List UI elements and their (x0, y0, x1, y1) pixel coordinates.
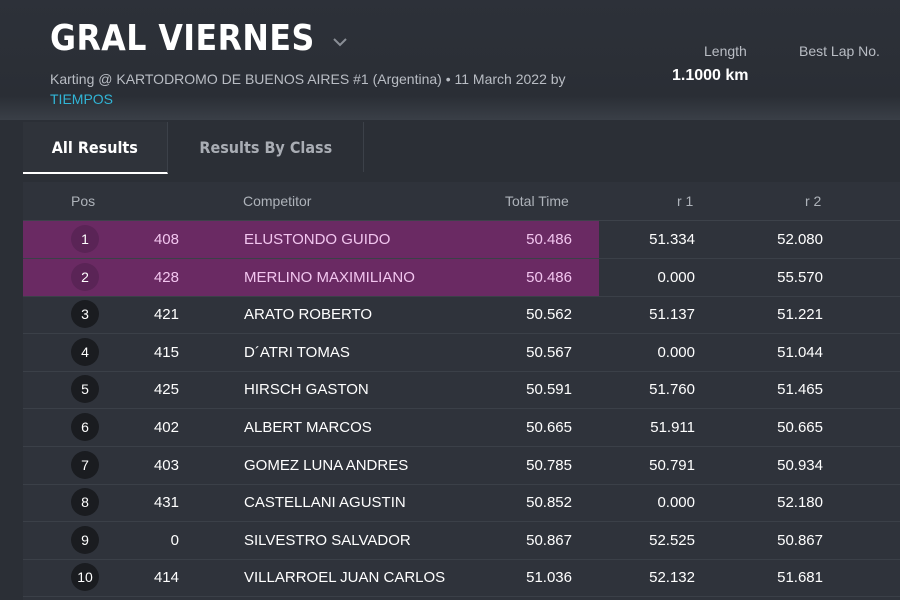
kart-number: 421 (153, 306, 179, 324)
title-row[interactable]: GRAL VIERNES (50, 18, 349, 59)
table-row[interactable]: 5 425 HIRSCH GASTON 50.591 51.760 51.465 (23, 371, 900, 410)
table-row[interactable]: 9 0 SILVESTRO SALVADOR 50.867 52.525 50.867 (23, 522, 900, 560)
position-badge: 5 (71, 375, 99, 404)
lap-r2: 51.044 (777, 343, 823, 361)
table-row[interactable]: 8 431 CASTELLANI AGUSTIN 50.852 0.000 52.180 (23, 484, 900, 523)
kart-number: 408 (153, 231, 179, 248)
lap-r2: 52.080 (777, 231, 823, 248)
position-badge: 4 (71, 337, 99, 366)
lap-r1: 0.000 (657, 268, 695, 286)
position-badge: 6 (71, 413, 99, 441)
total-time: 50.486 (526, 231, 572, 248)
lap-r2: 50.665 (777, 419, 823, 436)
total-time: 50.562 (526, 306, 572, 324)
table-row[interactable]: 6 402 ALBERT MARCOS 50.665 51.911 50.665 (23, 409, 900, 447)
tab-results-by-class-label: Results By Class (199, 137, 332, 157)
position-badge: 3 (71, 300, 99, 329)
competitor-name[interactable]: ARATO ROBERTO (244, 306, 373, 324)
lap-r1: 51.334 (649, 231, 695, 248)
lap-r2: 51.465 (777, 381, 823, 399)
position-badge: 10 (71, 563, 99, 592)
lap-r1: 51.137 (649, 306, 695, 324)
lap-r1: 51.760 (649, 381, 695, 399)
competitor-name[interactable]: MERLINO MAXIMILIANO (244, 268, 415, 286)
total-time: 50.785 (526, 456, 572, 474)
lap-r2: 50.934 (777, 456, 823, 474)
lap-r2: 51.681 (777, 569, 823, 587)
lap-r1: 0.000 (657, 343, 695, 361)
kart-number: 415 (153, 343, 179, 361)
competitor-name[interactable]: GOMEZ LUNA ANDRES (244, 456, 409, 474)
total-time: 50.852 (526, 494, 572, 512)
table-row[interactable]: 10 414 VILLARROEL JUAN CARLOS 51.036 52.132 5… (23, 559, 900, 598)
position-badge: 8 (71, 488, 99, 517)
chevron-down-icon[interactable] (331, 33, 349, 51)
total-time: 50.867 (526, 531, 572, 549)
organizer-link[interactable]: TIEMPOS (50, 91, 114, 107)
table-header: Pos Competitor Total Time r 1 r 2 (23, 182, 900, 221)
column-header-total-time[interactable]: Total Time (505, 193, 569, 209)
lap-r2: 51.221 (777, 306, 823, 324)
total-time: 50.567 (526, 343, 572, 361)
lap-r2: 55.570 (777, 268, 823, 286)
table-row[interactable]: 1 408 ELUSTONDO GUIDO 50.486 51.334 52.080 (23, 221, 900, 259)
table-row[interactable]: 3 421 ARATO ROBERTO 50.562 51.137 51.221 (23, 296, 900, 335)
kart-number: 403 (153, 456, 179, 474)
results-table: Pos Competitor Total Time r 1 r 2 1 408 EL… (23, 182, 900, 600)
best-lap-label: Best Lap No. (799, 43, 880, 59)
total-time: 50.486 (526, 268, 572, 286)
competitor-name[interactable]: SILVESTRO SALVADOR (244, 531, 411, 549)
competitor-name[interactable]: ELUSTONDO GUIDO (244, 231, 391, 248)
competitor-name[interactable]: HIRSCH GASTON (244, 381, 369, 399)
competitor-name[interactable]: VILLARROEL JUAN CARLOS (244, 569, 446, 587)
row-highlight (23, 258, 599, 296)
kart-number: 414 (153, 569, 179, 587)
session-header: GRAL VIERNES Karting @ KARTODROMO DE BUE… (0, 0, 900, 120)
position-badge: 1 (71, 225, 99, 253)
lap-r1: 51.911 (650, 419, 695, 436)
lap-r2: 50.867 (777, 531, 823, 549)
kart-number: 402 (153, 419, 179, 436)
tab-all-results[interactable]: All Results (23, 122, 168, 174)
position-badge: 7 (71, 450, 99, 479)
tab-results-by-class[interactable]: Results By Class (167, 122, 365, 172)
kart-number: 428 (153, 268, 179, 286)
lap-r1: 52.525 (649, 531, 695, 549)
length-value: 1.1000 km (672, 67, 749, 84)
lap-r1: 50.791 (649, 456, 695, 474)
length-label: Length (704, 43, 747, 59)
table-row[interactable]: 2 428 MERLINO MAXIMILIANO 50.486 0.000 55.570 (23, 258, 900, 297)
kart-number: 0 (170, 531, 179, 549)
results-tabs: All Results Results By Class (23, 122, 365, 174)
lap-r2: 52.180 (777, 494, 823, 512)
lap-r1: 52.132 (649, 569, 695, 587)
position-badge: 9 (71, 525, 99, 554)
competitor-name[interactable]: ALBERT MARCOS (244, 419, 372, 436)
session-title[interactable]: GRAL VIERNES (50, 18, 315, 59)
row-highlight (23, 221, 599, 258)
total-time: 51.036 (526, 569, 572, 587)
tab-all-results-label: All Results (51, 137, 138, 157)
table-row[interactable]: 7 403 GOMEZ LUNA ANDRES 50.785 50.791 50.934 (23, 447, 900, 485)
table-row[interactable]: 4 415 D´ATRI TOMAS 50.567 0.000 51.044 (23, 334, 900, 372)
kart-number: 431 (153, 494, 179, 512)
total-time: 50.665 (526, 419, 572, 436)
column-header-competitor[interactable]: Competitor (243, 193, 312, 209)
column-header-r2[interactable]: r 2 (805, 193, 822, 209)
competitor-name[interactable]: CASTELLANI AGUSTIN (244, 494, 406, 512)
lap-r1: 0.000 (657, 494, 695, 512)
total-time: 50.591 (526, 381, 572, 399)
column-header-r1[interactable]: r 1 (677, 193, 694, 209)
session-subtitle: Karting @ KARTODROMO DE BUENOS AIRES #1 … (50, 71, 566, 87)
position-badge: 2 (71, 262, 99, 291)
column-header-pos[interactable]: Pos (71, 193, 96, 209)
kart-number: 425 (153, 381, 179, 399)
competitor-name[interactable]: D´ATRI TOMAS (244, 343, 350, 361)
